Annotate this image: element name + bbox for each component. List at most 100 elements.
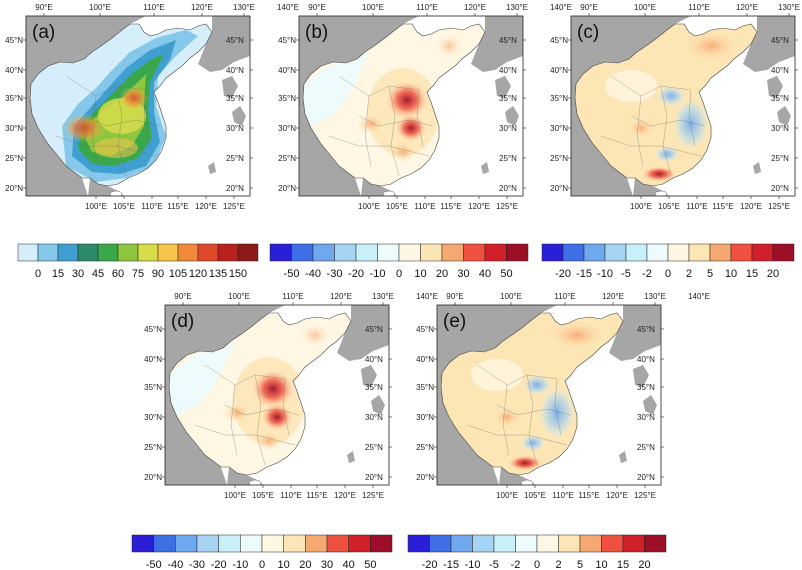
bottom-lon-label: 110°E bbox=[414, 202, 435, 211]
colorbar-swatch bbox=[326, 534, 349, 553]
right-lat-label: 40°N bbox=[365, 355, 383, 364]
colorbar-swatch bbox=[644, 534, 667, 553]
bottom-lon-label: 110°E bbox=[552, 491, 573, 500]
colorbar-swatch bbox=[515, 534, 538, 553]
colorbar-swatch bbox=[269, 243, 292, 262]
colorbar-swatch bbox=[398, 243, 421, 262]
colorbar-swatch bbox=[377, 243, 400, 262]
colorbar-label: -2 bbox=[642, 268, 652, 280]
colorbar-swatch bbox=[625, 243, 648, 262]
bottom-lon-label: 125°E bbox=[362, 491, 384, 500]
right-lat-label: 30°N bbox=[499, 124, 517, 133]
top-lon-label: 100°E bbox=[634, 3, 656, 12]
colorbar-swatch bbox=[37, 243, 59, 262]
bottom-lon-label: 120°E bbox=[195, 202, 217, 211]
colorbar-swatch bbox=[407, 534, 430, 553]
colorbar-swatch bbox=[137, 243, 159, 262]
left-lat-label: 25°N bbox=[278, 154, 296, 163]
colorbar-swatch bbox=[751, 243, 774, 262]
colorbar-swatch bbox=[709, 243, 732, 262]
colorbar-label: 0 bbox=[534, 559, 540, 570]
colorbar-label: 50 bbox=[364, 559, 376, 570]
colorbar-label: 30 bbox=[72, 268, 84, 280]
top-lon-label: 110°E bbox=[282, 292, 303, 301]
bottom-lon-label: 100°E bbox=[358, 202, 380, 211]
neighbor-land bbox=[26, 16, 250, 196]
colorbar-label: -30 bbox=[327, 268, 343, 280]
left-lat-label: 30°N bbox=[144, 413, 162, 422]
colorbar-swatch bbox=[217, 243, 239, 262]
colorbar-label: 50 bbox=[500, 268, 512, 280]
colorbar-label: -10 bbox=[370, 268, 386, 280]
left-lat-label: 25°N bbox=[416, 443, 434, 452]
colorbar-label: -50 bbox=[284, 268, 300, 280]
colorbar-label: 20 bbox=[767, 268, 779, 280]
colorbar-label: -20 bbox=[422, 559, 438, 570]
top-lon-label: 110°E bbox=[688, 3, 709, 12]
right-lat-label: 35°N bbox=[226, 94, 244, 103]
left-lat-label: 35°N bbox=[416, 383, 434, 392]
colorbar-swatch bbox=[558, 534, 581, 553]
colorbar-label: -30 bbox=[189, 559, 205, 570]
colorbar-label: -20 bbox=[348, 268, 364, 280]
colorbar-swatch bbox=[355, 243, 378, 262]
colorbar-swatch bbox=[17, 243, 39, 262]
colorbar-label: 5 bbox=[577, 559, 583, 570]
colorbar-swatch bbox=[334, 243, 357, 262]
bottom-lon-label: 105°E bbox=[386, 202, 408, 211]
colorbar-label: 135 bbox=[209, 268, 227, 280]
colorbar-swatch bbox=[667, 243, 690, 262]
colorbar-swatch bbox=[562, 243, 585, 262]
left-lat-label: 45°N bbox=[5, 36, 23, 45]
right-lat-label: 20°N bbox=[499, 184, 517, 193]
bottom-lon-label: 115°E bbox=[578, 491, 599, 500]
colorbar-c: -20 -15 -10 -5 -2 0 2 5 10 15 20 bbox=[407, 534, 667, 570]
colorbar-label: 150 bbox=[229, 268, 247, 280]
colorbar-label: 30 bbox=[457, 268, 469, 280]
colorbar-swatch bbox=[117, 243, 139, 262]
colorbar-label: 10 bbox=[725, 268, 737, 280]
left-lat-label: 40°N bbox=[144, 355, 162, 364]
left-lat-label: 40°N bbox=[416, 355, 434, 364]
colorbar-swatch bbox=[506, 243, 529, 262]
left-lat-label: 30°N bbox=[550, 124, 568, 133]
colorbar-label: 20 bbox=[299, 559, 311, 570]
top-lon-label: 110°E bbox=[554, 292, 575, 301]
right-lat-label: 35°N bbox=[365, 383, 383, 392]
colorbar-swatch bbox=[688, 243, 711, 262]
colorbar-swatch bbox=[429, 534, 452, 553]
colorbar-label: 0 bbox=[665, 268, 671, 280]
colorbar-label: -10 bbox=[597, 268, 613, 280]
top-lon-label: 120°E bbox=[191, 3, 213, 12]
bottom-lon-label: 105°E bbox=[524, 491, 546, 500]
colorbar-label: 60 bbox=[112, 268, 124, 280]
top-lon-label: 120°E bbox=[330, 292, 352, 301]
colorbar-label: 5 bbox=[707, 268, 713, 280]
right-lat-label: 20°N bbox=[226, 184, 244, 193]
colorbar-label: 40 bbox=[479, 268, 491, 280]
top-lon-label: 100°E bbox=[500, 292, 522, 301]
left-lat-label: 45°N bbox=[144, 325, 162, 334]
colorbar-swatch bbox=[772, 243, 795, 262]
colorbar-swatch bbox=[622, 534, 645, 553]
colorbar-label: 2 bbox=[555, 559, 561, 570]
colorbar-swatch bbox=[196, 534, 219, 553]
right-lat-label: 40°N bbox=[771, 66, 789, 75]
bottom-lon-label: 100°E bbox=[85, 202, 107, 211]
colorbar-swatch bbox=[305, 534, 328, 553]
colorbar-swatch bbox=[583, 243, 606, 262]
colorbar-label: -10 bbox=[232, 559, 248, 570]
top-lon-label: 110°E bbox=[416, 3, 437, 12]
colorbar-label: -5 bbox=[489, 559, 499, 570]
left-lat-label: 45°N bbox=[416, 325, 434, 334]
top-lon-label: 100°E bbox=[362, 3, 384, 12]
colorbar-swatch bbox=[157, 243, 179, 262]
colorbar-label: -20 bbox=[555, 268, 571, 280]
right-lat-label: 45°N bbox=[499, 36, 517, 45]
bottom-lon-label: 115°E bbox=[167, 202, 188, 211]
left-lat-label: 45°N bbox=[278, 36, 296, 45]
right-lat-label: 30°N bbox=[771, 124, 789, 133]
colorbar-label: 15 bbox=[746, 268, 758, 280]
left-lat-label: 45°N bbox=[550, 36, 568, 45]
